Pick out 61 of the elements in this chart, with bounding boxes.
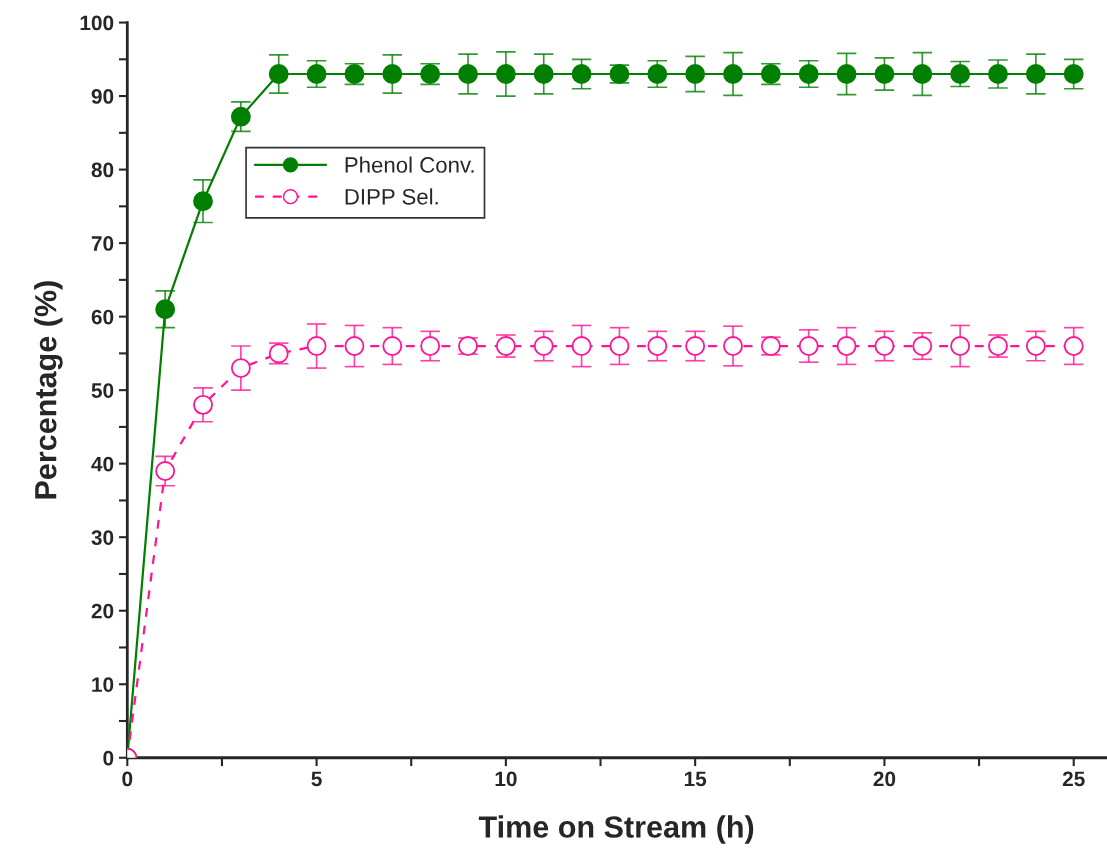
point [268,64,289,84]
point [155,461,176,481]
legend-label: Phenol Conv. [345,156,474,173]
point [382,336,403,356]
y-tick-label: 60 [91,309,114,325]
y-tick-label: 80 [91,162,114,178]
point [647,336,668,356]
point [533,336,554,356]
point [836,64,857,84]
y-tick-label: 0 [103,750,114,766]
point [685,336,706,356]
point [193,191,213,212]
point [495,64,516,84]
point [836,336,857,356]
x-tick-label: 25 [1062,771,1085,787]
y-tick-label: 50 [91,383,114,398]
point [874,336,895,356]
point [723,64,743,84]
y-tick-label: 40 [91,456,114,472]
point [458,64,478,84]
point [571,336,592,356]
point [798,336,819,356]
point [647,64,668,84]
point [912,64,933,84]
point [420,336,441,356]
x-axis-title: Time on Stream (h) [478,815,754,844]
point [723,336,743,356]
point [155,299,176,320]
point [1063,336,1084,356]
point [230,106,251,127]
point [1063,64,1084,84]
y-tick-label: 20 [91,603,114,619]
point [874,64,895,84]
point [1025,336,1046,356]
y-tick-label: 30 [91,530,114,545]
x-tick-label: 20 [873,771,896,787]
x-tick-label: 0 [122,771,133,787]
x-tick-label: 10 [495,771,517,787]
point [230,358,251,379]
point [912,336,933,356]
point [798,64,819,84]
point [609,336,630,356]
point [1025,64,1046,84]
y-tick-label: 70 [91,236,114,251]
y-tick-label: 90 [91,89,114,104]
y-tick-label: 10 [92,677,114,692]
y-axis-title: Percentage (%) [34,281,63,499]
y-tick-label: 100 [80,15,114,31]
point [685,64,706,84]
point [306,64,327,84]
point [306,336,327,356]
point [193,394,213,415]
point [344,336,365,356]
point [571,64,592,84]
point [988,64,1008,84]
point [533,64,554,84]
point [382,64,403,84]
legend-label: DIPP Sel. [345,188,438,205]
x-tick-label: 5 [311,771,322,787]
point [950,336,971,356]
x-tick-label: 15 [684,771,707,787]
